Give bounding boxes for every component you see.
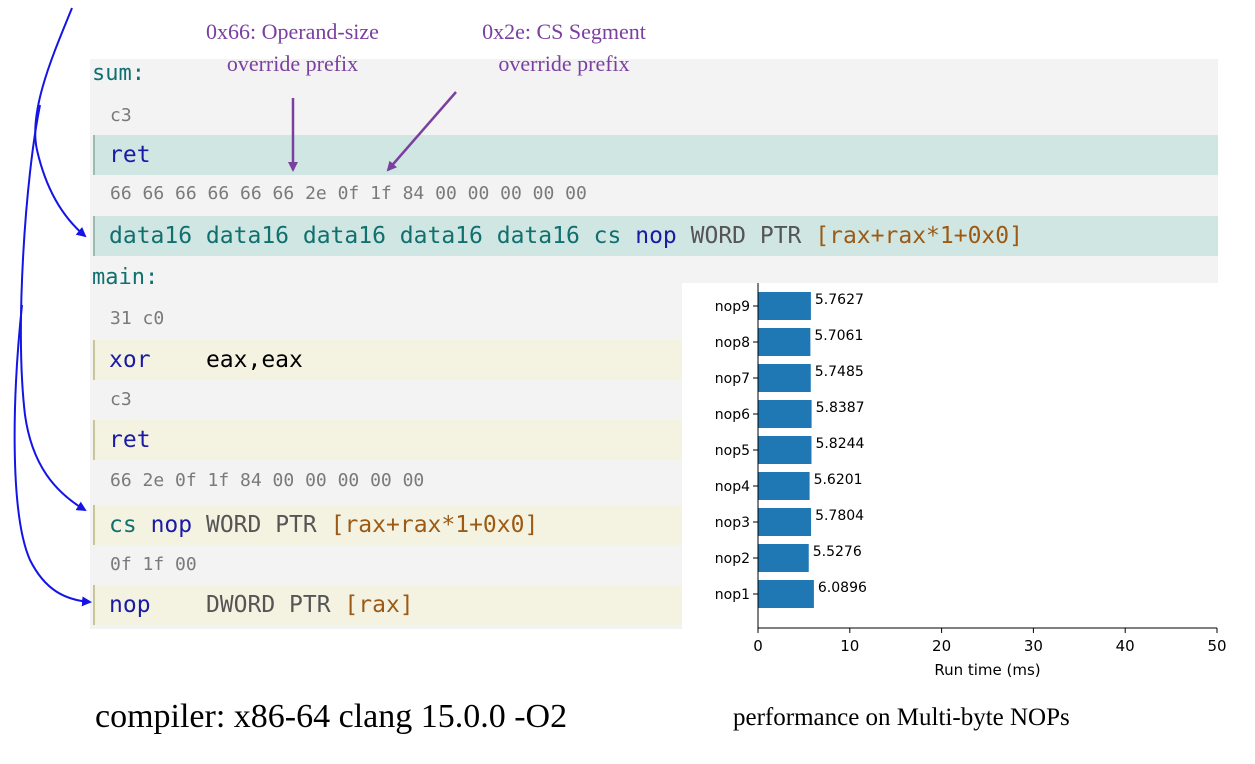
y-tick-label-nop7: nop7 bbox=[715, 371, 750, 387]
sum-ret-mnemonic: ret bbox=[109, 142, 151, 168]
y-tick-label-nop3: nop3 bbox=[715, 515, 750, 531]
main-xor-instruction: xor eax,eax bbox=[93, 340, 683, 380]
bar-nop4 bbox=[758, 472, 810, 500]
arrow-to-main-dword-nop bbox=[13, 304, 92, 607]
x-axis-title: Run time (ms) bbox=[934, 661, 1040, 679]
cs-segment-annotation: 0x2e: CS Segment override prefix bbox=[448, 16, 680, 80]
x-tick-label-0: 0 bbox=[753, 637, 763, 655]
value-label-nop1: 6.0896 bbox=[818, 580, 867, 596]
x-tick-label-50: 50 bbox=[1207, 637, 1226, 655]
main-nop2-size: DWORD PTR bbox=[205, 592, 331, 618]
main-ret-instruction: ret bbox=[93, 420, 683, 460]
main-nop1-operand: [rax+rax*1+0x0] bbox=[330, 512, 539, 538]
y-tick-label-nop5: nop5 bbox=[715, 443, 750, 459]
main-xor-mnemonic: xor bbox=[109, 347, 151, 373]
y-tick-label-nop8: nop8 bbox=[715, 335, 750, 351]
bar-nop9 bbox=[758, 292, 811, 320]
sum-label: sum: bbox=[92, 61, 145, 86]
x-tick-label-10: 10 bbox=[840, 637, 859, 655]
operand-size-annotation: 0x66: Operand-size override prefix bbox=[175, 16, 410, 80]
main-nop1-size: WORD PTR bbox=[205, 512, 317, 538]
y-tick-label-nop6: nop6 bbox=[715, 407, 750, 423]
bar-nop6 bbox=[758, 400, 812, 428]
main-nop2-operand: [rax] bbox=[344, 592, 414, 618]
nop-runtime-chart: nop9 5.7627 nop8 5.7061 nop7 5.7485 nop6 5.8387… bbox=[682, 283, 1242, 693]
main-label: main: bbox=[92, 265, 159, 290]
bar-nop5 bbox=[758, 436, 812, 464]
main-xor-operands: eax,eax bbox=[205, 347, 303, 373]
operand-size-annotation-line2: override prefix bbox=[226, 51, 359, 76]
sum-bytes-ret: c3 bbox=[110, 105, 132, 126]
value-label-nop9: 5.7627 bbox=[815, 292, 864, 308]
sum-nop-size: WORD PTR bbox=[690, 223, 802, 249]
operand-size-annotation-line1: 0x66: Operand-size bbox=[206, 19, 379, 44]
main-cs-nop-instruction: cs nop WORD PTR [rax+rax*1+0x0] bbox=[93, 505, 683, 545]
value-label-nop2: 5.5276 bbox=[813, 544, 862, 560]
main-ret-mnemonic: ret bbox=[109, 427, 151, 453]
bar-nop8 bbox=[758, 328, 811, 356]
performance-caption: performance on Multi-byte NOPs bbox=[733, 704, 1070, 731]
sum-nop-instruction: data16 data16 data16 data16 data16 cs no… bbox=[93, 216, 1218, 256]
main-dword-nop-instruction: nop DWORD PTR [rax] bbox=[93, 585, 683, 625]
y-tick-label-nop1: nop1 bbox=[715, 587, 750, 603]
x-tick-label-30: 30 bbox=[1024, 637, 1043, 655]
main-cs-prefix: cs bbox=[109, 512, 137, 538]
value-label-nop7: 5.7485 bbox=[815, 364, 864, 380]
sum-nop-mnemonic: nop bbox=[635, 223, 677, 249]
y-tick-label-nop9: nop9 bbox=[715, 299, 750, 315]
main-bytes-nop: 0f 1f 00 bbox=[110, 554, 197, 575]
bar-nop2 bbox=[758, 544, 809, 572]
cs-segment-annotation-line1: 0x2e: CS Segment bbox=[482, 19, 646, 44]
y-tick-label-nop4: nop4 bbox=[715, 479, 750, 495]
main-bytes-cs-nop: 66 2e 0f 1f 84 00 00 00 00 00 bbox=[110, 470, 425, 491]
cs-prefix-arrow bbox=[386, 91, 457, 172]
main-nop1-mnemonic: nop bbox=[150, 512, 193, 538]
sum-ret-instruction: ret bbox=[93, 135, 1218, 175]
compiler-caption: compiler: x86-64 clang 15.0.0 -O2 bbox=[95, 698, 568, 735]
value-label-nop6: 5.8387 bbox=[816, 400, 865, 416]
bar-nop7 bbox=[758, 364, 811, 392]
x-tick-label-40: 40 bbox=[1116, 637, 1135, 655]
value-label-nop3: 5.7804 bbox=[815, 508, 864, 524]
main-bytes-ret: c3 bbox=[110, 389, 132, 410]
main-nop2-mnemonic: nop bbox=[109, 592, 151, 618]
value-label-nop5: 5.8244 bbox=[815, 436, 864, 452]
arrow-to-sum-nop bbox=[34, 7, 87, 238]
sum-nop-operand: [rax+rax*1+0x0] bbox=[815, 223, 1023, 249]
sum-nop-prefixes: data16 data16 data16 data16 data16 cs bbox=[109, 223, 622, 249]
x-tick-label-20: 20 bbox=[932, 637, 951, 655]
value-label-nop8: 5.7061 bbox=[814, 328, 863, 344]
bar-nop1 bbox=[758, 580, 814, 608]
bar-nop3 bbox=[758, 508, 812, 536]
arrow-to-main-cs-nop bbox=[19, 104, 87, 512]
y-tick-label-nop2: nop2 bbox=[715, 551, 750, 567]
main-bytes-xor: 31 c0 bbox=[110, 308, 165, 329]
value-label-nop4: 5.6201 bbox=[814, 472, 863, 488]
cs-segment-annotation-line2: override prefix bbox=[498, 51, 630, 76]
sum-bytes-nop: 66 66 66 66 66 66 2e 0f 1f 84 00 00 00 0… bbox=[110, 183, 587, 204]
